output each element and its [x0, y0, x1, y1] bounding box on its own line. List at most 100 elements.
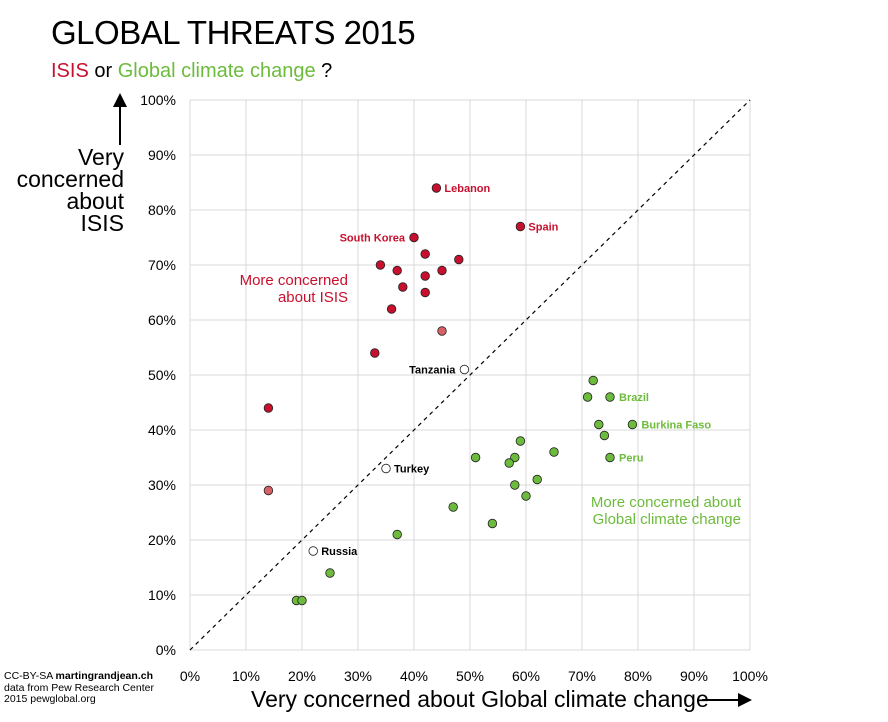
- diagonal-line: [189, 99, 751, 651]
- y-tick-label: 70%: [148, 257, 176, 273]
- annotation-isis: More concerned: [240, 272, 348, 289]
- x-tick-label: 50%: [456, 668, 484, 684]
- y-tick-label: 100%: [140, 92, 176, 108]
- data-point-climate: [448, 502, 458, 512]
- grid-lines: [189, 99, 751, 651]
- data-point-isis: [454, 254, 464, 265]
- x-axis-arrow-head: [738, 693, 752, 707]
- data-point-climate: [487, 518, 498, 529]
- y-tick-label: 60%: [148, 312, 176, 328]
- y-tick-label: 50%: [148, 367, 176, 383]
- data-point-isis: [515, 221, 526, 232]
- data-point-label: Peru: [619, 453, 643, 465]
- x-tick-label: 70%: [568, 668, 596, 684]
- data-point-isis: [420, 249, 430, 259]
- data-point-climate: [510, 480, 520, 490]
- data-point-isis: [263, 403, 274, 413]
- data-point-label: Turkey: [394, 464, 430, 476]
- data-point-label: Russia: [321, 546, 358, 558]
- credit-line-2: data from Pew Research Center: [4, 681, 154, 694]
- data-point-neutral: [459, 364, 470, 375]
- chart-title: GLOBAL THREATS 2015: [51, 14, 416, 51]
- subtitle-question: ?: [315, 60, 333, 82]
- y-axis-label-line: about: [66, 188, 124, 214]
- annotation-isis: about ISIS: [278, 289, 348, 306]
- data-point-isis: [409, 232, 419, 243]
- data-point-climate: [605, 392, 615, 402]
- data-point-isis: [370, 348, 380, 358]
- credit-license: CC-BY-SA: [4, 670, 56, 682]
- data-point-climate: [470, 452, 481, 463]
- data-point-climate: [605, 452, 615, 463]
- data-point-isis: [375, 260, 386, 270]
- data-point-climate: [588, 375, 598, 386]
- data-point-climate: [549, 447, 559, 457]
- data-points: Lebanon Spain South Korea Tanzania Turkey Rus…: [263, 183, 711, 606]
- x-tick-label: 0%: [180, 668, 200, 684]
- y-axis-arrow-head: [113, 93, 127, 107]
- y-tick-label: 30%: [148, 477, 176, 493]
- annotation-climate: More concerned about: [591, 494, 742, 511]
- y-tick-label: 40%: [148, 422, 176, 438]
- data-point-label: South Korea: [340, 233, 406, 245]
- data-point-isis: [431, 183, 442, 193]
- data-point-climate: [515, 436, 526, 446]
- data-point-climate: [325, 568, 335, 578]
- y-tick-label: 0%: [156, 642, 176, 658]
- credit-line-3: 2015 pewglobal.org: [4, 693, 96, 705]
- x-tick-label: 20%: [288, 668, 316, 684]
- axis-arrows: [113, 93, 752, 707]
- subtitle-climate: Global climate change: [117, 60, 316, 82]
- data-point-climate: [627, 419, 638, 430]
- x-axis-label: Very concerned about Global climate chan…: [251, 686, 709, 712]
- annotation-climate: Global climate change: [593, 511, 741, 528]
- data-point-neutral: [381, 463, 391, 474]
- data-point-isis: [392, 265, 402, 276]
- data-point-climate: [510, 452, 520, 463]
- tick-labels: 0% 10% 20% 30% 40% 50% 60% 70% 80% 90% 100% 0% 10% 20…: [140, 92, 768, 684]
- x-tick-label: 10%: [232, 668, 260, 684]
- x-tick-label: 100%: [732, 668, 768, 684]
- x-tick-label: 80%: [624, 668, 652, 684]
- data-point-climate: [594, 419, 604, 430]
- data-point-isis: [386, 304, 397, 314]
- chart-subtitle: ISIS or Global climate change ?: [51, 60, 332, 83]
- data-point-climate: [521, 491, 531, 501]
- y-axis-label-line: Very: [77, 144, 124, 170]
- y-tick-label: 20%: [148, 532, 176, 548]
- data-point-label: Spain: [528, 222, 558, 234]
- y-tick-label: 80%: [148, 202, 176, 218]
- x-tick-label: 30%: [344, 668, 372, 684]
- data-point-neutral: [308, 546, 318, 556]
- y-axis-label-line: ISIS: [80, 210, 124, 236]
- data-point-climate: [392, 529, 402, 540]
- data-point-label: Lebanon: [444, 183, 490, 195]
- data-point-climate: [582, 392, 593, 402]
- y-axis-label-line: concerned: [16, 166, 124, 192]
- data-point-label: Burkina Faso: [641, 420, 711, 432]
- data-point-label: Brazil: [619, 392, 649, 404]
- y-tick-label: 10%: [148, 587, 176, 603]
- data-point-isis_light: [437, 326, 447, 336]
- data-point-isis: [420, 287, 430, 298]
- credit-line-1: CC-BY-SA martingrandjean.ch: [4, 670, 154, 683]
- data-point-isis: [420, 271, 430, 281]
- data-point-isis: [437, 265, 447, 276]
- subtitle-or: or: [88, 60, 118, 82]
- x-tick-label: 60%: [512, 668, 540, 684]
- data-point-climate: [297, 595, 307, 606]
- x-tick-label: 90%: [680, 668, 708, 684]
- y-axis-label: Very concerned about ISIS: [0, 144, 124, 236]
- subtitle-isis: ISIS: [51, 60, 89, 82]
- credit-block: CC-BY-SA martingrandjean.ch data from Pe…: [4, 670, 154, 706]
- credit-site: martingrandjean.ch: [55, 670, 153, 682]
- data-point-label: Tanzania: [409, 365, 456, 377]
- x-tick-label: 40%: [400, 668, 428, 684]
- y-tick-label: 90%: [148, 147, 176, 163]
- data-point-climate: [504, 458, 514, 468]
- data-point-isis_light: [263, 485, 274, 496]
- data-point-climate: [532, 474, 542, 485]
- data-point-climate: [599, 430, 610, 441]
